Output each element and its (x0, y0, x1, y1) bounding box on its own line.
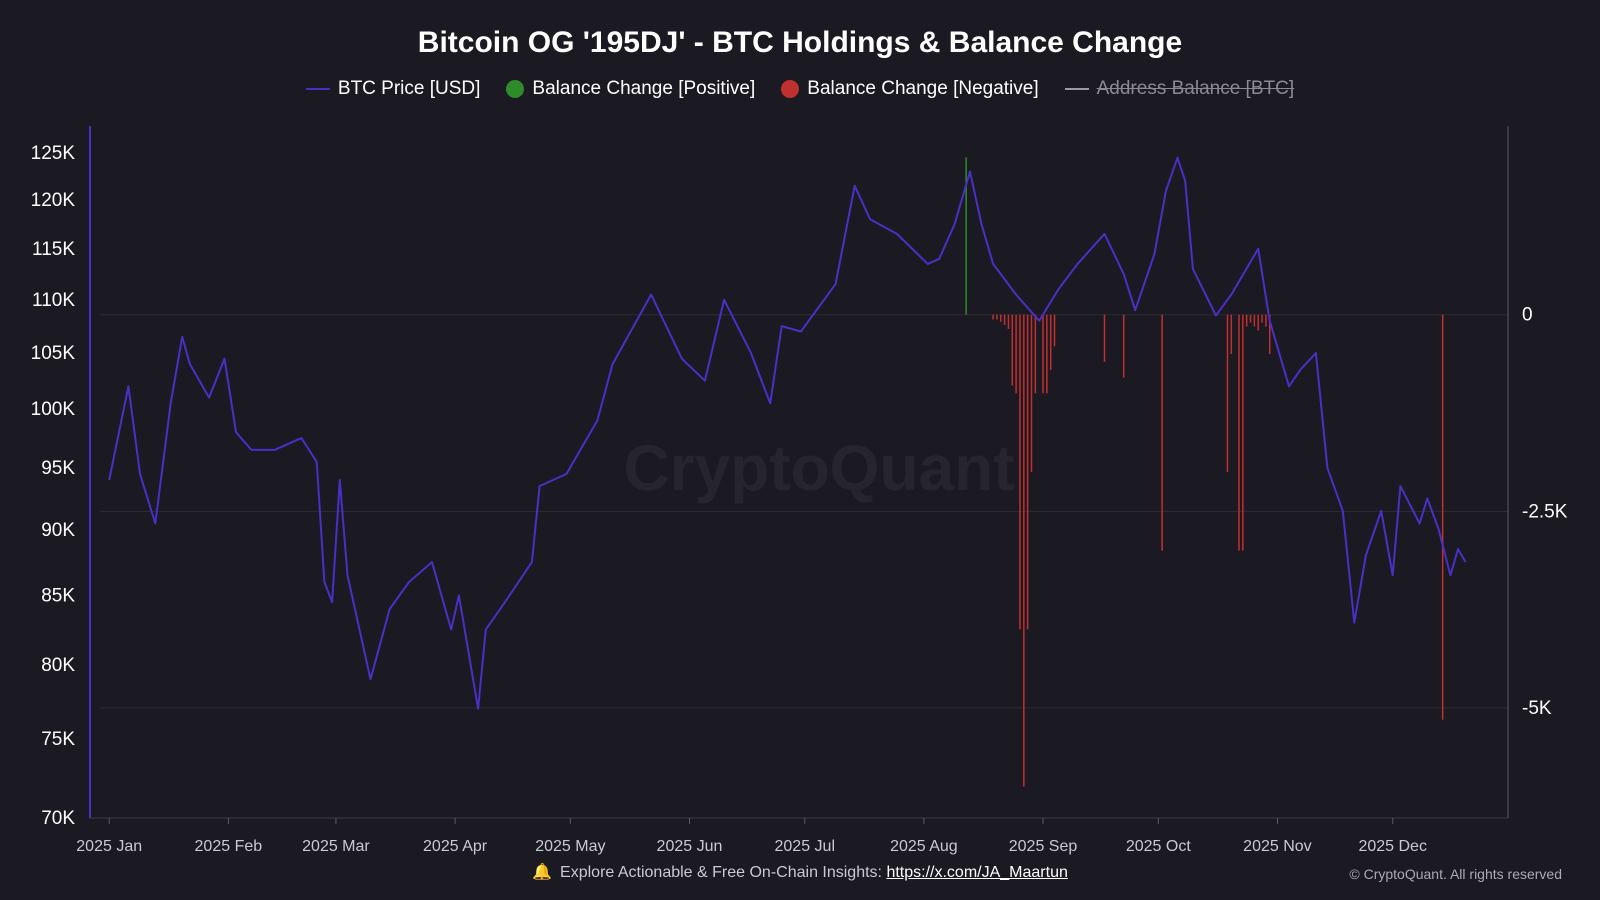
balance-change-negative-bar (1122, 314, 1125, 378)
balance-change-negative-bar (1019, 314, 1021, 630)
y-right-tick-label: -2.5K (1522, 501, 1568, 522)
y-left-tick-label: 100K (31, 399, 76, 420)
watermark: CryptoQuant (623, 432, 1014, 504)
x-tick-label: 2025 Dec (1358, 838, 1427, 855)
legend-item-balance-negative[interactable]: Balance Change [Negative] (781, 78, 1039, 100)
btc-price-line (108, 156, 1467, 710)
balance-change-positive-bar (965, 157, 967, 315)
y-left-tick-label: 80K (41, 655, 75, 676)
x-tick-label: 2025 Jul (775, 838, 836, 855)
x-tick-label: 2025 Apr (423, 838, 488, 855)
balance-change-negative-bar (1049, 314, 1052, 370)
balance-change-negative-bar (996, 314, 998, 320)
chart-title: Bitcoin OG '195DJ' - BTC Holdings & Bala… (417, 26, 1183, 59)
balance-change-negative-bar (1238, 314, 1240, 551)
legend-label: BTC Price [USD] (337, 78, 481, 99)
x-tick-label: 2025 Feb (195, 838, 263, 855)
legend-item-address-balance[interactable]: Address Balance [BTC] (1064, 78, 1295, 100)
balance-change-negative-bar (1015, 314, 1017, 394)
chart-legend: BTC Price [USD] Balance Change [Positive… (0, 78, 1600, 100)
balance-change-negative-bar (1161, 314, 1163, 551)
x-tick-label: 2025 Jun (657, 838, 723, 855)
balance-change-negative-bar (1265, 314, 1267, 327)
balance-change-negative-bar (1003, 314, 1006, 325)
balance-change-negative-bar (1242, 314, 1244, 551)
x-tick-label: 2025 Oct (1126, 838, 1191, 855)
x-tick-label: 2025 May (535, 838, 605, 855)
balance-change-negative-bar (1007, 314, 1010, 329)
y-right-tick-label: 0 (1522, 305, 1533, 326)
y-left-tick-label: 125K (31, 143, 76, 164)
balance-change-negative-bar (1441, 314, 1444, 720)
balance-change-negative-bar (1026, 314, 1029, 630)
balance-change-negative-bar (1226, 314, 1229, 472)
y-left-tick-label: 110K (32, 290, 75, 311)
legend-item-btc-price[interactable]: BTC Price [USD] (305, 78, 481, 100)
x-tick-label: 2025 Nov (1243, 838, 1312, 855)
balance-change-negative-bar (1103, 314, 1106, 362)
copyright: © CryptoQuant. All rights reserved (1349, 866, 1562, 882)
footer-link[interactable]: https://x.com/JA_Maartun (886, 864, 1068, 881)
legend-line-icon (1064, 88, 1089, 90)
balance-change-negative-bar (1011, 314, 1014, 386)
balance-change-negative-bar (1268, 314, 1271, 355)
y-left-tick-label: 115K (32, 239, 75, 260)
balance-change-negative-bar (1249, 314, 1252, 323)
bell-icon: 🔔 (532, 864, 553, 881)
y-left-tick-label: 105K (31, 343, 76, 364)
y-right-tick-label: -5K (1522, 698, 1552, 719)
balance-change-negative-bar (1253, 314, 1256, 327)
legend-line-icon (305, 88, 330, 90)
x-tick-label: 2025 Mar (302, 838, 370, 855)
balance-change-negative-bar (1261, 314, 1263, 323)
y-left-tick-label: 95K (41, 458, 75, 479)
x-tick-label: 2025 Aug (890, 838, 958, 855)
balance-change-negative-bar (1245, 314, 1248, 327)
footer: 🔔 Explore Actionable & Free On-Chain Insi… (0, 862, 1600, 882)
balance-change-negative-bar (1034, 314, 1037, 394)
balance-change-negative-bar (1030, 314, 1033, 472)
legend-dot-icon (781, 80, 800, 98)
balance-change-negative-bar (992, 314, 994, 320)
legend-dot-icon (506, 80, 525, 98)
balance-change-negative-bar (999, 314, 1002, 322)
y-left-tick-label: 70K (41, 808, 75, 829)
y-left-tick-label: 85K (41, 585, 75, 606)
footer-text: Explore Actionable & Free On-Chain Insig… (560, 864, 882, 881)
balance-change-negative-bar (1023, 314, 1025, 787)
legend-label: Balance Change [Negative] (807, 78, 1039, 99)
balance-change-negative-bar (1257, 314, 1259, 331)
balance-change-negative-bar (1046, 314, 1048, 394)
y-left-tick-label: 120K (31, 190, 76, 211)
y-left-tick-label: 75K (41, 729, 75, 750)
x-tick-label: 2025 Sep (1009, 838, 1078, 855)
balance-change-negative-bar (1230, 314, 1233, 355)
balance-change-negative-bar (1042, 314, 1044, 394)
y-left-tick-label: 90K (41, 520, 75, 541)
x-tick-label: 2025 Jan (76, 838, 142, 855)
legend-label: Balance Change [Positive] (532, 78, 756, 99)
legend-label: Address Balance [BTC] (1096, 78, 1295, 99)
legend-item-balance-positive[interactable]: Balance Change [Positive] (506, 78, 755, 100)
balance-change-negative-bar (1053, 314, 1056, 347)
